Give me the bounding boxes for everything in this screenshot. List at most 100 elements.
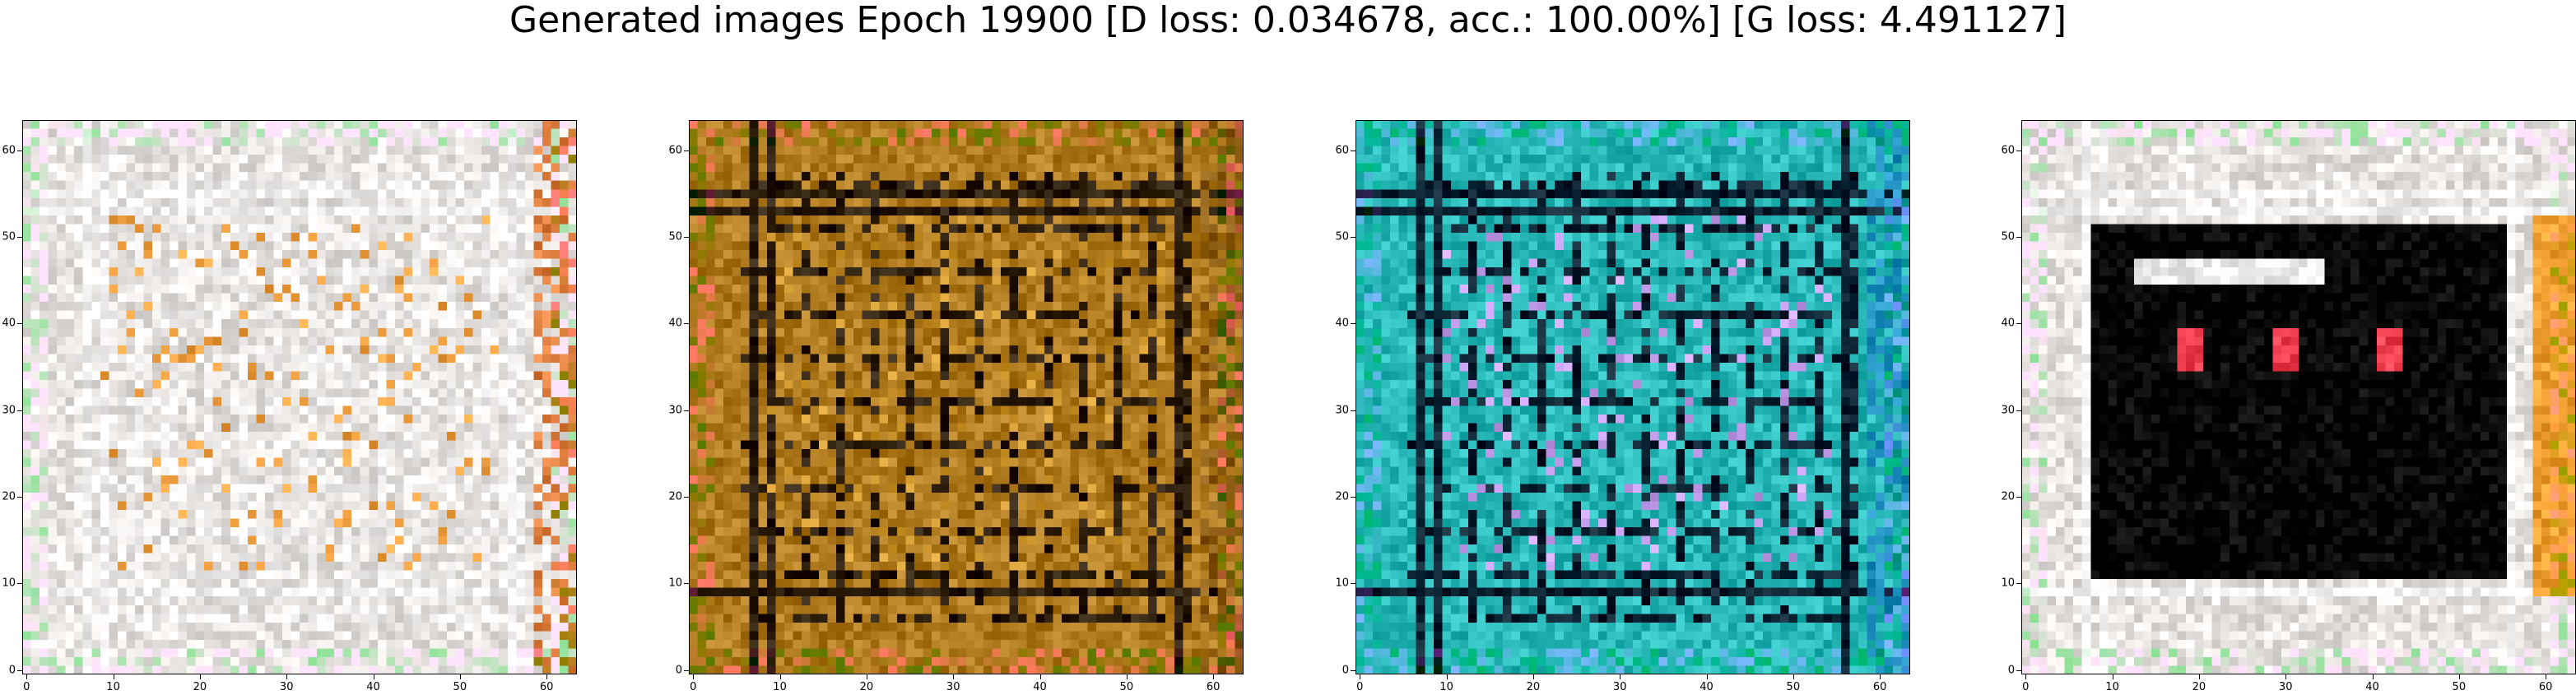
y-tick-label: 0 [2007,664,2015,677]
y-tick [684,583,689,585]
x-tick-label: 60 [1872,681,1887,693]
x-tick [26,674,28,679]
y-tick-label: 20 [2,490,16,503]
y-tick-label: 30 [1335,404,1349,417]
y-tick [2016,670,2021,671]
x-tick-label: 20 [859,681,874,693]
x-tick [953,674,955,679]
x-tick [779,674,781,679]
x-tick [1213,674,1215,679]
x-tick [1039,674,1041,679]
x-tick-label: 0 [1356,681,1364,693]
x-tick-label: 60 [2538,681,2553,693]
x-tick-label: 60 [1206,681,1221,693]
x-tick-label: 10 [1439,681,1453,693]
y-tick-label: 10 [668,577,682,590]
generated-image-panel-1: 0 10 20 30 40 50 60 0 10 20 30 40 50 60 [2,120,577,693]
y-tick-label: 50 [2001,230,2015,243]
x-tick [693,674,695,679]
x-tick-label: 20 [193,681,207,693]
x-tick-label: 50 [1119,681,1134,693]
x-tick-label: 40 [366,681,380,693]
y-tick-label: 50 [668,230,682,243]
y-tick [1351,237,1355,239]
y-tick [1351,583,1355,585]
generated-image-3 [1355,120,1910,674]
x-tick [1126,674,1128,679]
x-tick [1446,674,1448,679]
y-tick [684,237,689,239]
x-tick-label: 10 [106,681,120,693]
y-tick [2016,583,2021,585]
x-tick [1706,674,1708,679]
generated-image-2 [689,120,1244,674]
y-tick-label: 50 [2,230,16,243]
x-tick-label: 50 [453,681,467,693]
x-tick [459,674,461,679]
y-tick [2016,237,2021,239]
y-tick [2016,323,2021,325]
y-tick-label: 60 [2001,144,2015,157]
y-tick-label: 0 [1341,664,1349,677]
x-tick-label: 10 [2105,681,2119,693]
generated-image-panel-3: 0 10 20 30 40 50 60 0 10 20 30 40 50 60 [1335,120,1910,693]
generated-image-4 [2021,120,2576,674]
x-tick [1793,674,1794,679]
x-tick-label: 0 [23,681,30,693]
y-tick-label: 20 [668,490,682,503]
x-tick-label: 0 [690,681,697,693]
y-tick-label: 0 [675,664,682,677]
x-tick [199,674,201,679]
y-tick-label: 10 [1335,577,1349,590]
y-tick [17,497,22,498]
x-tick-label: 20 [1526,681,1541,693]
y-tick-label: 20 [2001,490,2015,503]
x-tick-label: 30 [279,681,294,693]
x-tick-label: 20 [2192,681,2206,693]
x-tick-label: 60 [539,681,554,693]
y-tick-label: 60 [668,144,682,157]
generated-image-panel-2: 0 10 20 30 40 50 60 0 10 20 30 40 50 60 [668,120,1244,693]
y-tick [17,323,22,325]
y-tick [1351,497,1355,498]
y-tick-label: 30 [2,404,16,417]
y-tick [17,410,22,411]
x-tick-label: 0 [2022,681,2030,693]
figure-title: Generated images Epoch 19900 [D loss: 0.… [509,0,2067,41]
y-tick-label: 60 [2,144,16,157]
y-tick [684,670,689,671]
x-tick-label: 30 [946,681,960,693]
y-tick-label: 40 [668,317,682,330]
x-tick [546,674,548,679]
y-tick [684,497,689,498]
y-tick [1351,323,1355,325]
x-tick-label: 40 [2365,681,2379,693]
y-tick-label: 10 [2001,577,2015,590]
x-tick-label: 50 [1786,681,1801,693]
y-tick-label: 30 [2001,404,2015,417]
y-tick-label: 30 [668,404,682,417]
y-tick [1351,670,1355,671]
y-tick [17,237,22,239]
x-tick-label: 50 [2452,681,2467,693]
y-tick-label: 50 [1335,230,1349,243]
x-tick [286,674,288,679]
y-tick [17,670,22,671]
x-tick [1532,674,1534,679]
x-tick [2198,674,2200,679]
y-tick [2016,497,2021,498]
x-tick-label: 40 [1033,681,1047,693]
y-tick-label: 40 [1335,317,1349,330]
generated-image-panel-4: 0 10 20 30 40 50 60 0 10 20 30 40 50 60 [2001,120,2576,693]
x-tick-label: 30 [1612,681,1627,693]
y-tick-label: 0 [8,664,16,677]
y-tick [2016,410,2021,411]
x-tick [2285,674,2287,679]
y-tick-label: 60 [1335,144,1349,157]
y-tick [1351,410,1355,411]
y-tick-label: 20 [1335,490,1349,503]
y-tick-label: 10 [2,577,16,590]
x-tick [2372,674,2374,679]
y-tick-label: 40 [2001,317,2015,330]
x-tick [1880,674,1881,679]
